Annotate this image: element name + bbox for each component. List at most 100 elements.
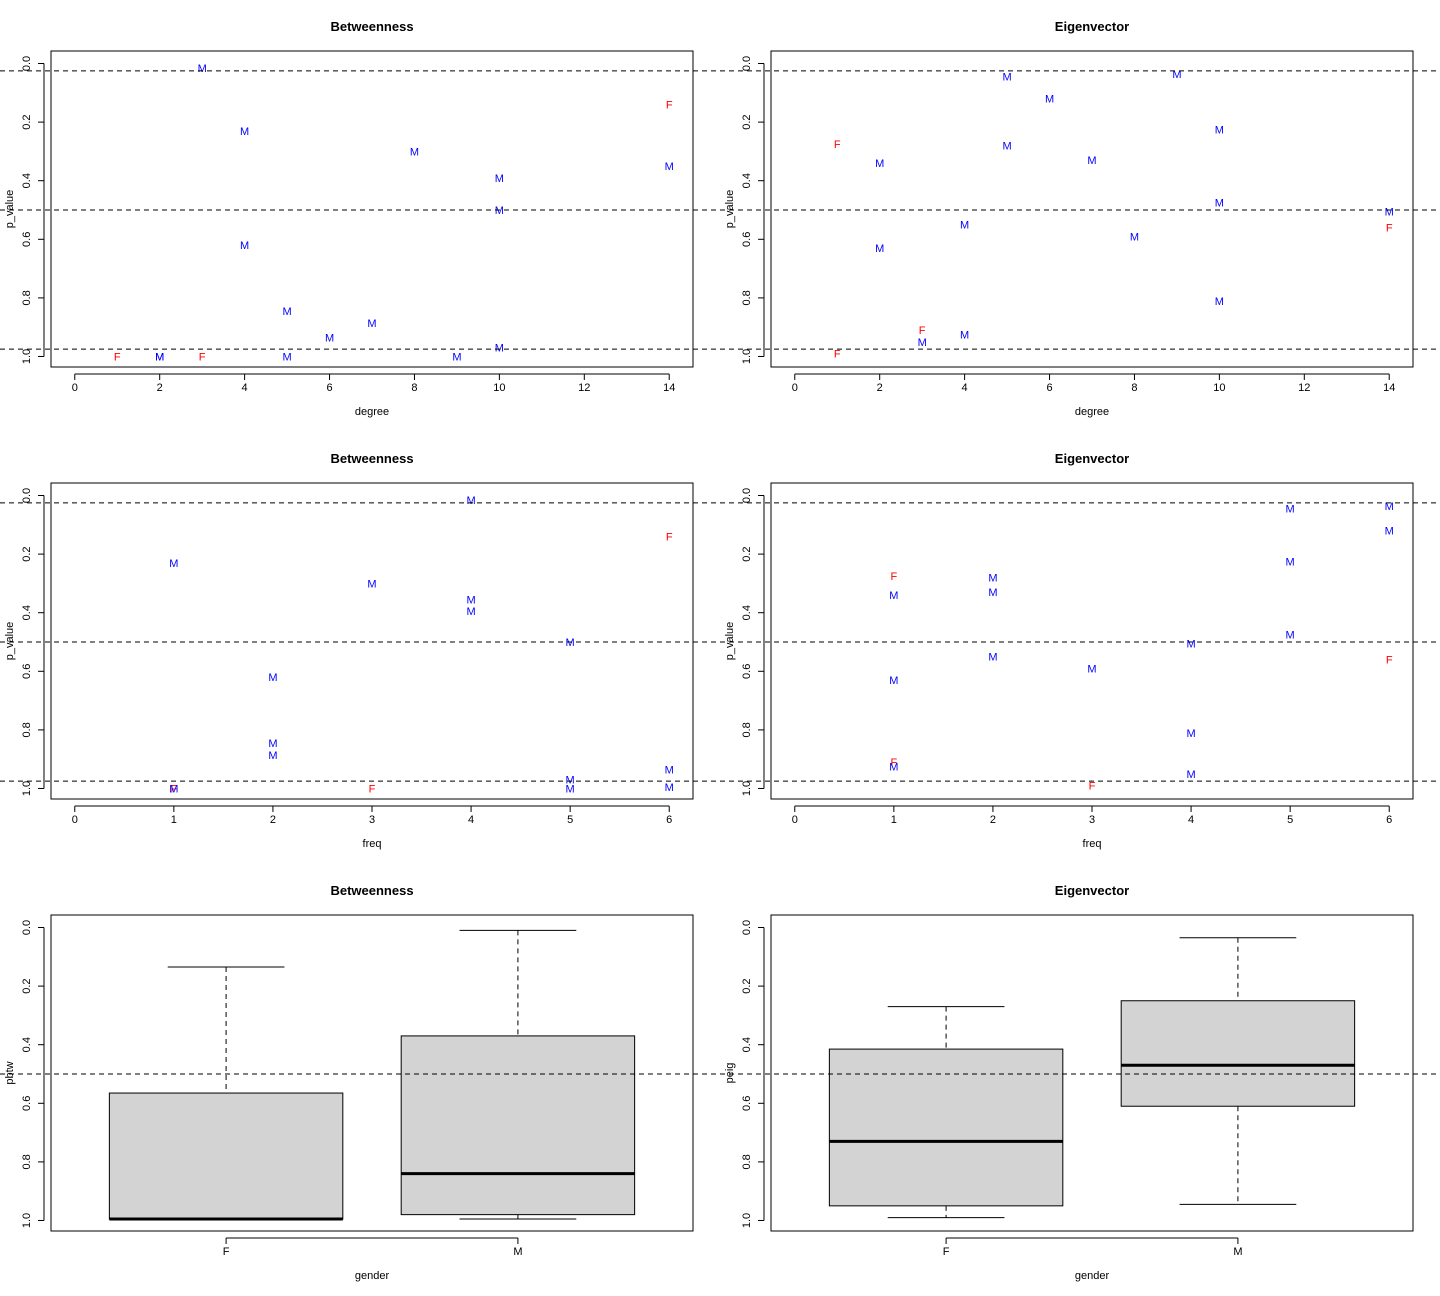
data-point-m: M bbox=[1215, 296, 1224, 308]
y-axis-label: peig bbox=[724, 1063, 736, 1084]
x-axis-label: freq bbox=[1083, 838, 1102, 850]
data-point-m: M bbox=[1215, 198, 1224, 210]
chart-panel-gender-betw: Betweenness 0.0 0.2 0.4 0.6 0.8 1.0 pbtw F Mgende… bbox=[0, 883, 720, 1282]
y-tick-label: 0.0 bbox=[741, 488, 753, 503]
chart-title: Betweenness bbox=[330, 451, 413, 466]
data-point-m: M bbox=[1186, 769, 1195, 781]
x-axis-label: freq bbox=[363, 838, 382, 850]
y-axis-label: p_value bbox=[724, 190, 736, 229]
y-tick-label: 0.8 bbox=[21, 290, 33, 305]
x-tick-label: 14 bbox=[1383, 382, 1395, 394]
y-tick-label: 0.6 bbox=[21, 664, 33, 679]
plot-frame bbox=[770, 914, 1414, 1232]
data-point-m: M bbox=[988, 587, 997, 599]
x-tick-label: 12 bbox=[578, 382, 590, 394]
box-iqr bbox=[1120, 1000, 1356, 1107]
x-tick-label: 6 bbox=[666, 814, 672, 826]
x-tick-label: 4 bbox=[242, 382, 248, 394]
y-tick-label: 0.8 bbox=[21, 1154, 33, 1169]
y-axis-label: pbtw bbox=[4, 1061, 16, 1084]
data-point-m: M bbox=[918, 337, 927, 349]
x-tick-label: 2 bbox=[990, 814, 996, 826]
data-point-m: M bbox=[466, 606, 475, 618]
data-point-m: M bbox=[1087, 663, 1096, 675]
y-axis-label: p_value bbox=[4, 190, 16, 229]
x-tick-label: 3 bbox=[1089, 814, 1095, 826]
box-f bbox=[108, 966, 344, 1221]
y-tick-label: 0.6 bbox=[741, 232, 753, 247]
data-point-m: M bbox=[1186, 728, 1195, 740]
x-tick-label: 3 bbox=[369, 814, 375, 826]
data-point-m: M bbox=[1186, 638, 1195, 650]
data-point-m: M bbox=[960, 330, 969, 342]
data-point-m: M bbox=[665, 782, 674, 794]
x-axis-label: gender bbox=[355, 1270, 390, 1282]
data-point-f: F bbox=[666, 532, 673, 544]
x-axis-label: degree bbox=[1075, 406, 1109, 418]
data-point-f: F bbox=[199, 352, 206, 364]
data-point-m: M bbox=[268, 750, 277, 762]
chart-panel-deg-eig: Eigenvector 0.0 0.2 0.4 0.6 0.8 1.0 p_value 0 2 4 6… bbox=[720, 19, 1440, 418]
data-point-m: M bbox=[1130, 231, 1139, 243]
x-tick-label: 0 bbox=[792, 814, 798, 826]
y-tick-label: 0.4 bbox=[21, 173, 33, 188]
data-point-m: M bbox=[268, 672, 277, 684]
y-axis-label: p_value bbox=[724, 622, 736, 661]
y-tick-label: 0.2 bbox=[741, 546, 753, 561]
chart-panel-freq-eig: Eigenvector 0.0 0.2 0.4 0.6 0.8 1.0 p_value 0 1 2 3… bbox=[720, 451, 1440, 850]
chart-panel-deg-betw: Betweenness 0.0 0.2 0.4 0.6 0.8 1.0 p_value 0 2 4 6… bbox=[0, 19, 720, 418]
y-tick-label: 0.0 bbox=[741, 56, 753, 71]
x-tick-label: 5 bbox=[567, 814, 573, 826]
y-tick-label: 0.0 bbox=[21, 56, 33, 71]
data-point-m: M bbox=[169, 784, 178, 796]
data-point-m: M bbox=[1286, 504, 1295, 516]
box-m bbox=[1120, 937, 1356, 1205]
y-tick-label: 1.0 bbox=[741, 1213, 753, 1228]
box-m bbox=[400, 929, 636, 1220]
data-point-m: M bbox=[1172, 69, 1181, 81]
y-tick-label: 0.0 bbox=[21, 920, 33, 935]
x-tick-label: 8 bbox=[411, 382, 417, 394]
data-point-m: M bbox=[1385, 526, 1394, 538]
y-tick-label: 0.6 bbox=[741, 664, 753, 679]
x-tick-label: 2 bbox=[157, 382, 163, 394]
box-iqr bbox=[400, 1035, 636, 1216]
data-point-m: M bbox=[1002, 141, 1011, 153]
data-point-m: M bbox=[268, 738, 277, 750]
chart-title: Eigenvector bbox=[1055, 883, 1129, 898]
plot-frame bbox=[50, 50, 694, 368]
y-tick-label: 0.4 bbox=[21, 605, 33, 620]
data-point-m: M bbox=[889, 762, 898, 774]
plot-frame bbox=[50, 482, 694, 800]
y-tick-label: 0.0 bbox=[21, 488, 33, 503]
y-tick-label: 0.8 bbox=[741, 290, 753, 305]
box-iqr bbox=[108, 1092, 344, 1220]
x-tick-label: 5 bbox=[1287, 814, 1293, 826]
data-point-m: M bbox=[1286, 630, 1295, 642]
data-point-f: F bbox=[369, 784, 376, 796]
data-point-m: M bbox=[1087, 155, 1096, 167]
y-tick-label: 0.8 bbox=[741, 722, 753, 737]
y-tick-label: 0.8 bbox=[741, 1154, 753, 1169]
x-tick-label: M bbox=[513, 1246, 522, 1258]
data-point-m: M bbox=[169, 558, 178, 570]
data-point-m: M bbox=[410, 146, 419, 158]
data-point-f: F bbox=[170, 784, 177, 796]
plot-frame bbox=[770, 482, 1414, 800]
y-tick-label: 0.2 bbox=[21, 546, 33, 561]
y-tick-label: 0.6 bbox=[21, 1096, 33, 1111]
x-tick-label: 10 bbox=[1213, 382, 1225, 394]
data-point-m: M bbox=[988, 573, 997, 585]
y-tick-label: 1.0 bbox=[741, 781, 753, 796]
plot-frame bbox=[770, 50, 1414, 368]
data-point-m: M bbox=[1385, 206, 1394, 218]
data-point-m: M bbox=[566, 784, 575, 796]
y-tick-label: 0.2 bbox=[741, 114, 753, 129]
data-point-m: M bbox=[282, 306, 291, 318]
data-point-m: M bbox=[452, 352, 461, 364]
data-point-m: M bbox=[1215, 124, 1224, 136]
x-tick-label: 12 bbox=[1298, 382, 1310, 394]
data-point-m: M bbox=[155, 352, 164, 364]
data-point-f: F bbox=[666, 100, 673, 112]
